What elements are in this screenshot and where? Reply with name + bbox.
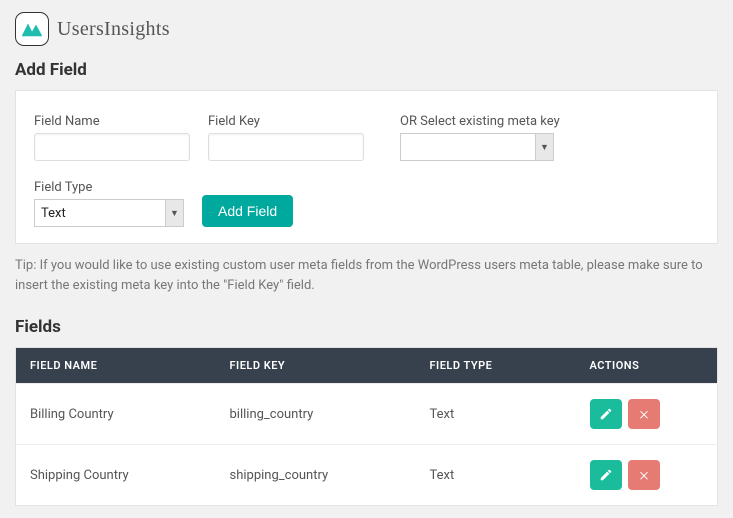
- table-header-row: Field Name Field Key Field Type Actions: [16, 348, 718, 384]
- col-type: Field Type: [416, 348, 576, 384]
- field-key-label: Field Key: [208, 114, 364, 129]
- chevron-down-icon: ▼: [165, 200, 183, 226]
- chevron-down-icon: ▼: [535, 134, 553, 160]
- edit-button[interactable]: [590, 399, 622, 429]
- field-type-value: Text: [41, 206, 66, 221]
- close-icon: [638, 408, 650, 420]
- tip-text: Tip: If you would like to use existing c…: [15, 256, 718, 295]
- pencil-icon: [599, 407, 613, 421]
- field-type-group: Field Type Text ▼: [34, 180, 184, 227]
- brand-name: UsersInsights: [57, 18, 170, 41]
- field-name-label: Field Name: [34, 114, 190, 129]
- delete-button[interactable]: [628, 399, 660, 429]
- delete-button[interactable]: [628, 460, 660, 490]
- cell-name: Billing Country: [16, 384, 216, 445]
- field-name-group: Field Name: [34, 114, 190, 161]
- meta-key-label: OR Select existing meta key: [400, 114, 560, 129]
- edit-button[interactable]: [590, 460, 622, 490]
- add-field-heading: Add Field: [15, 60, 718, 80]
- cell-actions: [576, 445, 718, 506]
- add-field-card: Field Name Field Key OR Select existing …: [15, 90, 718, 244]
- meta-key-select[interactable]: ▼: [400, 133, 554, 161]
- cell-key: shipping_country: [216, 445, 416, 506]
- field-name-input[interactable]: [34, 133, 190, 161]
- col-key: Field Key: [216, 348, 416, 384]
- cell-actions: [576, 384, 718, 445]
- col-actions: Actions: [576, 348, 718, 384]
- field-key-group: Field Key: [208, 114, 364, 161]
- cell-key: billing_country: [216, 384, 416, 445]
- fields-heading: Fields: [15, 317, 718, 337]
- pencil-icon: [599, 468, 613, 482]
- table-row: Billing Countrybilling_countryText: [16, 384, 718, 445]
- brand-logo-icon: [15, 12, 49, 46]
- col-name: Field Name: [16, 348, 216, 384]
- table-row: Shipping Countryshipping_countryText: [16, 445, 718, 506]
- close-icon: [638, 469, 650, 481]
- brand-header: UsersInsights: [15, 12, 718, 46]
- field-type-select[interactable]: Text ▼: [34, 199, 184, 227]
- field-type-label: Field Type: [34, 180, 184, 195]
- add-field-button[interactable]: Add Field: [202, 195, 293, 227]
- fields-table: Field Name Field Key Field Type Actions …: [15, 347, 718, 506]
- field-key-input[interactable]: [208, 133, 364, 161]
- cell-type: Text: [416, 445, 576, 506]
- meta-key-group: OR Select existing meta key ▼: [400, 114, 560, 161]
- cell-name: Shipping Country: [16, 445, 216, 506]
- cell-type: Text: [416, 384, 576, 445]
